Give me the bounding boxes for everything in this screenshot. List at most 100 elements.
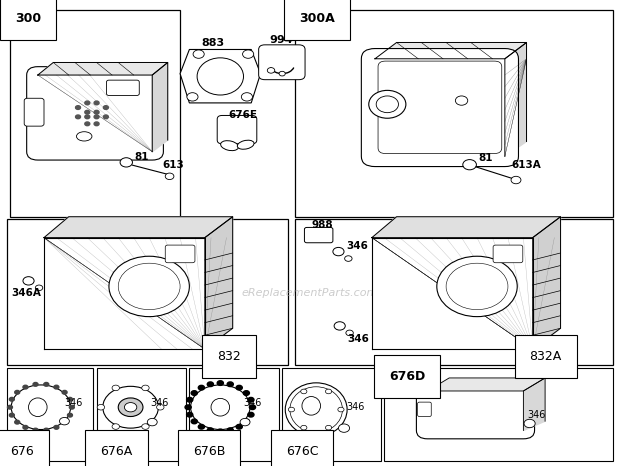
Text: 346A: 346A bbox=[11, 288, 41, 298]
Text: 676B: 676B bbox=[193, 445, 226, 459]
Circle shape bbox=[54, 385, 59, 389]
Circle shape bbox=[44, 383, 49, 386]
Circle shape bbox=[249, 405, 255, 410]
Text: 676C: 676C bbox=[286, 445, 319, 459]
Text: 988: 988 bbox=[312, 220, 334, 230]
Text: 346: 346 bbox=[244, 397, 262, 408]
Bar bbox=[282, 368, 381, 461]
Circle shape bbox=[187, 397, 193, 402]
Circle shape bbox=[240, 418, 250, 426]
Text: 346: 346 bbox=[151, 397, 169, 408]
Circle shape bbox=[242, 50, 254, 58]
Polygon shape bbox=[372, 238, 533, 349]
Circle shape bbox=[103, 386, 159, 428]
Polygon shape bbox=[523, 378, 545, 431]
Circle shape bbox=[62, 391, 67, 394]
Circle shape bbox=[15, 420, 20, 424]
Bar bbox=[10, 10, 180, 217]
Circle shape bbox=[62, 420, 67, 424]
Circle shape bbox=[243, 391, 249, 395]
Circle shape bbox=[94, 115, 99, 119]
Circle shape bbox=[267, 68, 275, 73]
Circle shape bbox=[85, 101, 90, 105]
FancyBboxPatch shape bbox=[417, 383, 534, 439]
Bar bbox=[7, 368, 94, 461]
Circle shape bbox=[33, 383, 38, 386]
Circle shape bbox=[279, 71, 285, 76]
Circle shape bbox=[118, 398, 143, 417]
Circle shape bbox=[217, 381, 223, 385]
Circle shape bbox=[243, 419, 249, 424]
FancyBboxPatch shape bbox=[361, 48, 518, 166]
Circle shape bbox=[217, 429, 223, 434]
Circle shape bbox=[185, 405, 191, 410]
Polygon shape bbox=[180, 49, 260, 103]
Circle shape bbox=[109, 256, 189, 316]
Ellipse shape bbox=[237, 140, 254, 149]
Circle shape bbox=[190, 385, 250, 430]
Polygon shape bbox=[38, 62, 168, 75]
Bar bbox=[294, 219, 613, 365]
Polygon shape bbox=[372, 217, 560, 238]
Circle shape bbox=[511, 176, 521, 184]
Circle shape bbox=[9, 397, 14, 401]
Circle shape bbox=[463, 159, 476, 170]
Circle shape bbox=[333, 247, 344, 256]
Circle shape bbox=[33, 428, 38, 432]
Text: 81: 81 bbox=[478, 153, 493, 163]
Ellipse shape bbox=[221, 141, 239, 151]
Ellipse shape bbox=[76, 132, 92, 141]
Polygon shape bbox=[533, 217, 560, 349]
Circle shape bbox=[455, 96, 467, 105]
FancyBboxPatch shape bbox=[107, 80, 140, 96]
Polygon shape bbox=[205, 217, 232, 349]
Bar bbox=[189, 368, 279, 461]
Circle shape bbox=[338, 407, 344, 412]
Circle shape bbox=[187, 412, 193, 417]
Text: 676D: 676D bbox=[389, 370, 425, 383]
Circle shape bbox=[227, 382, 233, 387]
Circle shape bbox=[11, 385, 71, 430]
Circle shape bbox=[35, 285, 43, 291]
Circle shape bbox=[346, 330, 353, 336]
Text: 832A: 832A bbox=[529, 350, 562, 363]
Ellipse shape bbox=[29, 398, 47, 417]
Circle shape bbox=[376, 96, 399, 113]
Circle shape bbox=[369, 90, 406, 118]
Circle shape bbox=[248, 397, 254, 402]
Ellipse shape bbox=[285, 383, 347, 436]
Polygon shape bbox=[44, 238, 205, 349]
Circle shape bbox=[187, 93, 198, 101]
Polygon shape bbox=[505, 42, 526, 156]
Circle shape bbox=[94, 122, 99, 126]
Circle shape bbox=[207, 428, 213, 432]
Circle shape bbox=[301, 425, 307, 430]
Circle shape bbox=[44, 428, 49, 432]
Text: 676E: 676E bbox=[228, 110, 257, 119]
Circle shape bbox=[68, 397, 73, 401]
Ellipse shape bbox=[197, 58, 244, 95]
Circle shape bbox=[7, 405, 12, 409]
Ellipse shape bbox=[211, 398, 229, 416]
Circle shape bbox=[288, 407, 294, 412]
Circle shape bbox=[9, 413, 14, 417]
Circle shape bbox=[193, 50, 204, 58]
Text: 346: 346 bbox=[528, 410, 546, 420]
Circle shape bbox=[112, 424, 120, 429]
Circle shape bbox=[23, 277, 34, 285]
Circle shape bbox=[236, 385, 242, 390]
Circle shape bbox=[301, 389, 307, 394]
Ellipse shape bbox=[302, 397, 321, 415]
Text: 346: 346 bbox=[346, 402, 365, 412]
Circle shape bbox=[326, 389, 332, 394]
Circle shape bbox=[148, 418, 157, 426]
FancyBboxPatch shape bbox=[217, 116, 257, 144]
Circle shape bbox=[227, 428, 233, 432]
Circle shape bbox=[241, 93, 252, 101]
FancyBboxPatch shape bbox=[418, 402, 432, 417]
Circle shape bbox=[198, 425, 205, 429]
Circle shape bbox=[334, 322, 345, 330]
FancyBboxPatch shape bbox=[304, 227, 333, 243]
Text: 676A: 676A bbox=[100, 445, 133, 459]
Circle shape bbox=[23, 425, 28, 429]
